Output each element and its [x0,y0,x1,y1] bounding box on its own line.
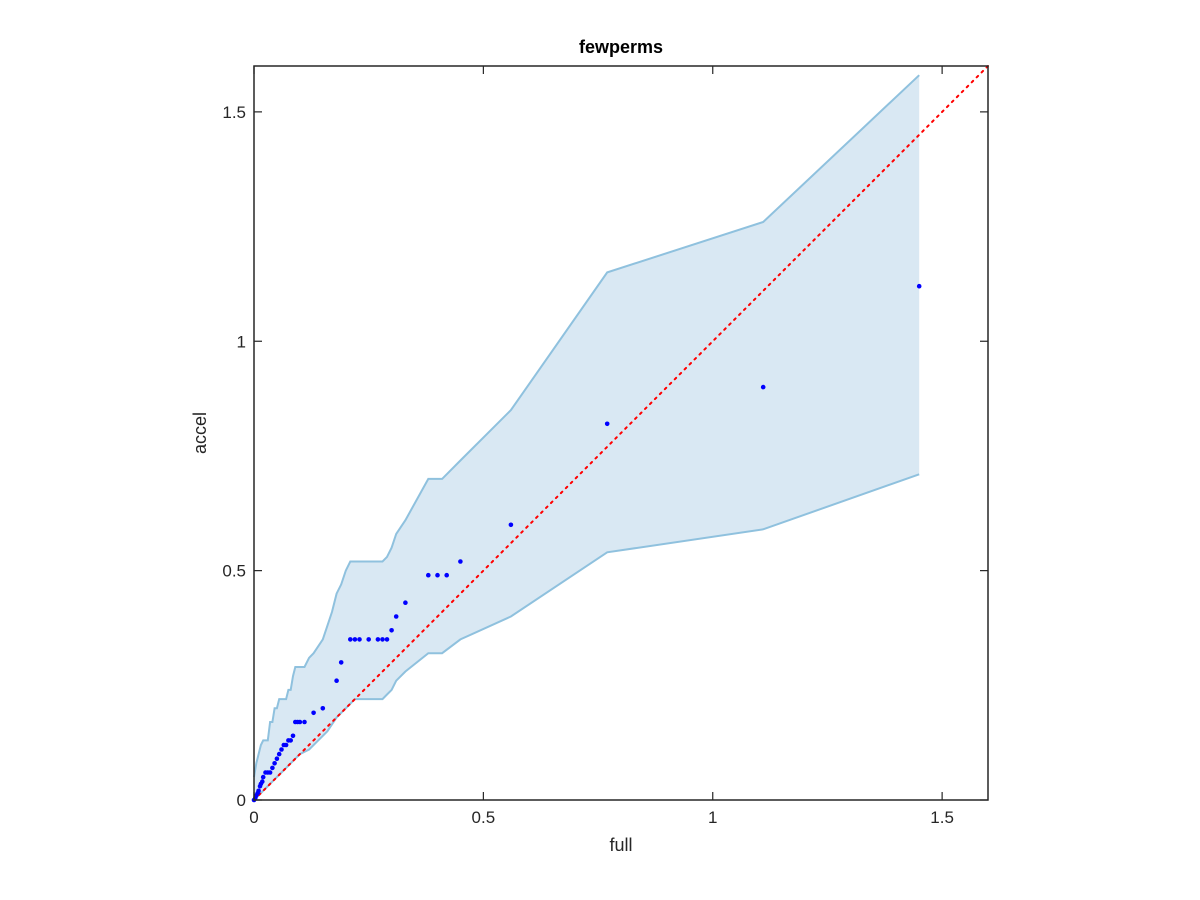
data-point [458,559,463,564]
plot-area [251,65,989,803]
data-point [283,742,289,748]
data-point [338,660,344,665]
x-axis-label: full [609,835,632,855]
data-point [352,637,358,642]
data-point [508,522,514,528]
y-tick-label: 0.5 [222,562,246,581]
data-point [435,572,440,578]
data-point [760,384,766,390]
y-tick-label: 0 [237,791,246,810]
x-tick-label: 0 [249,808,258,827]
band-upper-edge [253,74,920,778]
data-point [260,774,266,780]
confidence-band [254,75,920,800]
data-point [380,637,385,642]
data-point [357,637,362,642]
data-point [426,572,431,578]
data-point [348,637,353,642]
x-tick-label: 1 [708,808,717,827]
data-point [272,761,277,766]
data-point [444,572,450,578]
data-point [311,710,316,716]
data-point [389,628,394,633]
data-point [274,756,280,761]
data-point [334,678,339,683]
data-point [393,614,399,619]
data-point [384,637,390,642]
data-point [604,421,610,427]
data-point [270,765,275,771]
data-point [366,637,372,642]
data-point [267,770,273,775]
y-axis-label: accel [190,412,210,454]
data-point [279,747,284,752]
data-point [276,751,282,757]
data-point [916,283,922,289]
data-point [403,600,408,605]
data-point [320,706,326,711]
data-point [256,788,261,794]
data-point [260,779,265,784]
axes: 0 0.5 1 1.5 0 0.5 1 1.5 [222,65,989,827]
reference-line [253,65,989,801]
chart-title: fewperms [579,37,663,57]
data-point [288,738,294,743]
data-point [375,637,381,642]
data-point [290,733,296,739]
x-tick-label: 1.5 [930,808,954,827]
data-point [297,719,303,725]
y-tick-label: 1 [237,332,246,351]
axes-box [253,65,989,801]
x-tick-label: 0.5 [472,808,496,827]
data-point [302,719,307,725]
y-tick-label: 1.5 [222,103,246,122]
